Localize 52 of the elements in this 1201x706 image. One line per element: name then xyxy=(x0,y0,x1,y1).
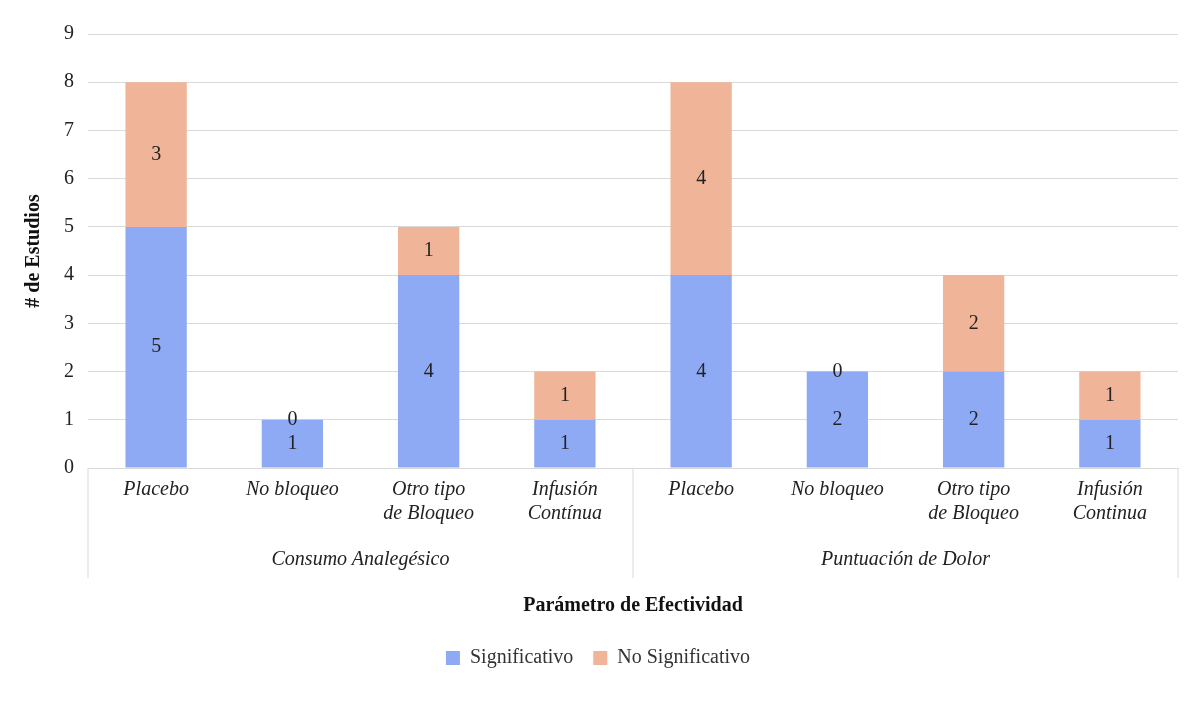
bar xyxy=(397,275,460,468)
x-tick-label: Placebo xyxy=(667,477,734,500)
x-tick-label: Infusión Continua xyxy=(1072,477,1148,524)
y-tick-label: 7 xyxy=(64,117,74,140)
data-label: 1 xyxy=(559,430,570,453)
y-tick-label: 1 xyxy=(64,407,74,430)
x-tick-label: Infusión Contínua xyxy=(527,477,603,524)
x-axis-title: Parámetro de Efectividad xyxy=(523,593,743,616)
data-label: 1 xyxy=(1104,382,1115,405)
legend-label: No Significativo xyxy=(617,645,751,669)
data-label: 1 xyxy=(423,238,434,261)
data-label: 1 xyxy=(1104,430,1115,453)
x-tick-label: Placebo xyxy=(122,477,189,500)
text: Consumo Analegésico xyxy=(271,547,450,571)
legend-label: Significativo xyxy=(469,645,574,669)
x-tick-label: Otro tipo de Bloqueo xyxy=(928,477,1019,525)
y-tick-label: 2 xyxy=(64,358,74,381)
data-label: 1 xyxy=(287,430,298,453)
bar xyxy=(670,275,732,468)
bar xyxy=(670,82,732,276)
data-label: 2 xyxy=(832,406,843,429)
bar xyxy=(1079,419,1141,468)
data-label: 4 xyxy=(696,358,707,381)
x-tick-label: No bloqueo xyxy=(244,477,339,501)
text: Puntuación de Dolor xyxy=(820,547,991,570)
y-tick-label: 0 xyxy=(64,455,74,478)
data-label: 2 xyxy=(968,310,979,333)
bar xyxy=(125,82,187,227)
y-tick-label: 4 xyxy=(64,262,74,285)
y-tick-label: 3 xyxy=(64,310,74,333)
y-tick-label: 9 xyxy=(64,21,74,44)
bar xyxy=(125,226,187,468)
y-tick-label: 6 xyxy=(64,165,74,188)
y-tick-label: 8 xyxy=(64,69,74,92)
bar xyxy=(397,226,460,276)
data-label: 2 xyxy=(968,406,979,429)
y-axis-title: # de Estudios xyxy=(21,194,44,308)
data-label: 3 xyxy=(151,141,162,164)
data-label: 4 xyxy=(423,358,434,381)
bar xyxy=(534,371,596,420)
data-label: 0 xyxy=(287,407,298,430)
bar xyxy=(942,275,1005,372)
bar xyxy=(534,419,596,468)
bar xyxy=(1079,371,1141,420)
data-label: 4 xyxy=(696,165,707,188)
data-label: 5 xyxy=(151,334,162,357)
y-tick-label: 5 xyxy=(64,214,74,237)
bar xyxy=(942,371,1005,468)
x-tick-label: Otro tipo de Bloqueo xyxy=(383,477,474,525)
x-tick-label: No bloqueo xyxy=(789,477,884,501)
data-label: 0 xyxy=(832,358,843,381)
data-label: 1 xyxy=(559,382,570,405)
